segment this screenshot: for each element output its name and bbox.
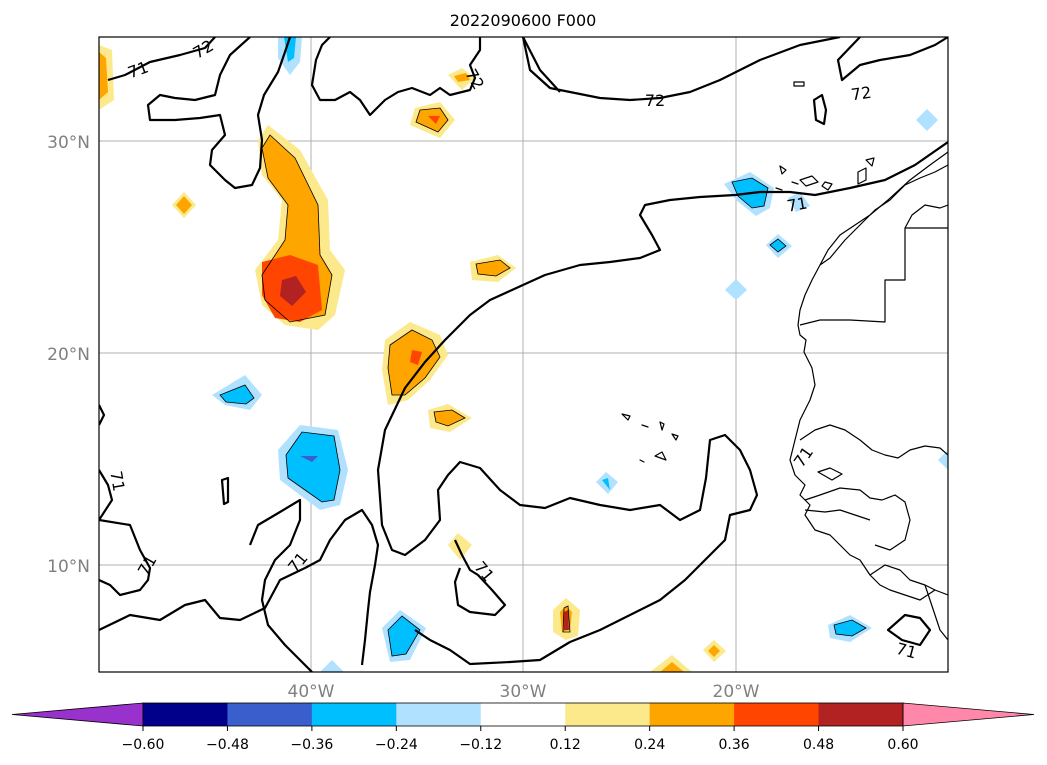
lat-label-20n: 20°N	[47, 345, 90, 365]
lon-label-40w: 40°W	[288, 682, 335, 702]
positive-anomaly-fills	[99, 45, 726, 672]
map-panel: 71 72 72 72 72 71 71 71 71 71 71 71	[98, 36, 949, 673]
colorbar-frame	[142, 702, 904, 727]
colorbar-segment	[565, 703, 651, 726]
contour-label: 71	[785, 193, 808, 215]
colorbar: −0.60 −0.48 −0.36 −0.24 −0.12 0.12 0.24 0.36 0.4…	[11, 702, 1035, 753]
contour-label: 71	[106, 469, 128, 492]
contour-label: 72	[850, 83, 873, 105]
colorbar-segment	[227, 703, 313, 726]
lon-labels: 40°W 30°W 20°W	[288, 682, 760, 702]
colorbar-segment	[649, 703, 735, 726]
negative-anomaly-fills	[212, 37, 948, 672]
colorbar-tick-label: 0.12	[550, 737, 581, 753]
colorbar-tick-label: −0.12	[459, 737, 502, 753]
lat-labels: 30°N 20°N 10°N	[47, 133, 90, 577]
colorbar-tick-label: −0.60	[122, 737, 165, 753]
colorbar-segment	[143, 703, 228, 726]
colorbar-tick-label: 0.36	[719, 737, 750, 753]
colorbar-tick-label: 0.60	[887, 737, 918, 753]
colorbar-tick-label: 0.48	[803, 737, 834, 753]
colorbar-extend-high	[902, 702, 1035, 727]
colorbar-tick-label: −0.24	[375, 737, 418, 753]
colorbar-segment	[818, 703, 904, 726]
colorbar-extend-low	[11, 702, 144, 727]
colorbar-tick-label: 0.24	[634, 737, 665, 753]
coastlines	[621, 81, 948, 641]
colorbar-tick-label: −0.36	[290, 737, 333, 753]
colorbar-segment	[480, 703, 566, 726]
colorbar-segment	[734, 703, 820, 726]
lon-label-30w: 30°W	[500, 682, 547, 702]
contour-label: 71	[894, 639, 919, 663]
map-frame	[98, 36, 949, 673]
lat-label-30n: 30°N	[47, 133, 90, 153]
height-contours	[99, 37, 948, 672]
anomaly-contours	[219, 107, 867, 657]
contour-label: 72	[645, 91, 665, 110]
colorbar-segment	[311, 703, 397, 726]
colorbar-tick-label: −0.48	[206, 737, 249, 753]
colorbar-segment	[396, 703, 482, 726]
map-title: 2022090600 F000	[450, 11, 597, 30]
lat-label-10n: 10°N	[47, 557, 90, 577]
gridlines	[99, 37, 948, 672]
lon-label-20w: 20°W	[713, 682, 760, 702]
